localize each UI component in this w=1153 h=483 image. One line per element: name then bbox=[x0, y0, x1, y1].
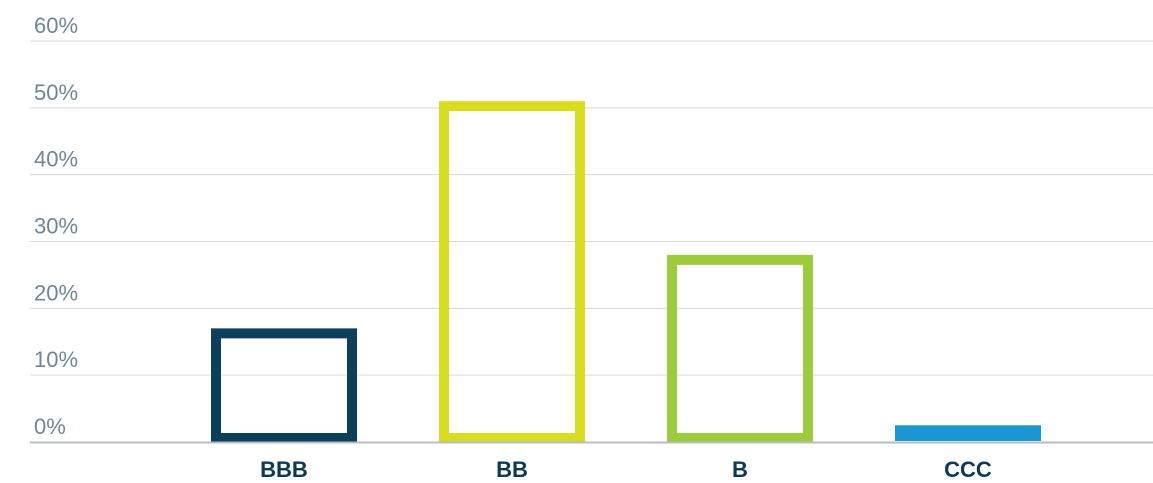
y-axis-tick-labels: 0% 10% 20% 30% 40% 50% 60% bbox=[34, 13, 78, 439]
y-tick-label: 60% bbox=[34, 13, 78, 38]
x-category-label: BBB bbox=[260, 457, 308, 482]
bar-bb bbox=[439, 101, 585, 444]
bars bbox=[211, 101, 1041, 444]
y-tick-label: 10% bbox=[34, 347, 78, 372]
x-category-label: B bbox=[732, 457, 748, 482]
bar-ccc bbox=[895, 425, 1041, 441]
y-tick-label: 50% bbox=[34, 80, 78, 105]
y-tick-label: 0% bbox=[34, 414, 66, 439]
y-tick-label: 40% bbox=[34, 147, 78, 172]
bar-b bbox=[667, 254, 813, 443]
x-category-label: CCC bbox=[944, 457, 992, 482]
gridlines bbox=[30, 40, 1153, 376]
bar-bbb bbox=[211, 328, 357, 443]
y-tick-label: 30% bbox=[34, 214, 78, 239]
x-axis-category-labels: BBB BB B CCC bbox=[260, 457, 992, 482]
y-tick-label: 20% bbox=[34, 280, 78, 305]
x-category-label: BB bbox=[496, 457, 528, 482]
